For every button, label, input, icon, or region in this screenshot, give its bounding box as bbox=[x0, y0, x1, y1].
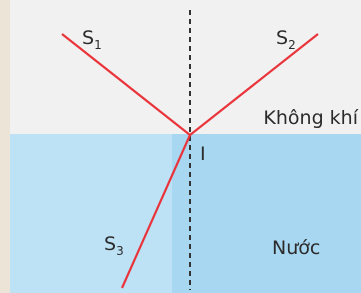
label-subscript: 3 bbox=[116, 244, 124, 258]
point-label: I bbox=[200, 143, 206, 165]
label-letter: S bbox=[276, 27, 288, 49]
water-highlight bbox=[10, 134, 172, 293]
label-letter: S bbox=[82, 27, 94, 49]
refraction-diagram: S1 S2 S3 I Không khí Nước bbox=[0, 0, 361, 293]
label-letter: S bbox=[104, 233, 116, 255]
medium-upper: Không khí bbox=[263, 107, 358, 129]
page: S1 S2 S3 I Không khí Nước (() => { const… bbox=[0, 0, 361, 293]
label-subscript: 1 bbox=[94, 38, 102, 52]
medium-lower: Nước bbox=[272, 237, 320, 259]
label-subscript: 2 bbox=[288, 38, 296, 52]
